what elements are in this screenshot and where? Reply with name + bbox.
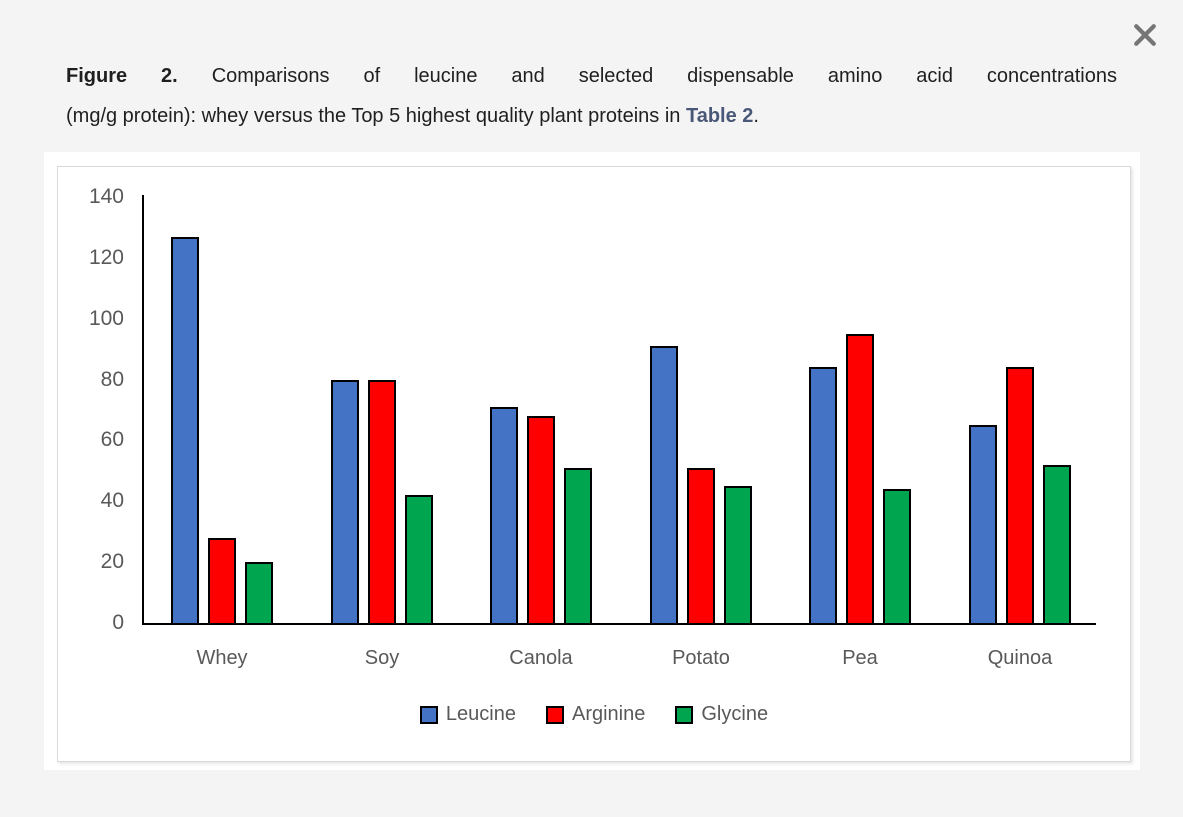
bar-arginine-whey (208, 538, 236, 625)
bar-leucine-whey (171, 237, 199, 625)
x-axis-label-whey: Whey (196, 647, 248, 669)
y-tick-label: 0 (112, 611, 124, 634)
caption-suffix: . (753, 105, 759, 127)
figure-caption: Figure 2. Comparisons of leucine and sel… (66, 56, 1117, 136)
bar-glycine-soy (405, 495, 433, 625)
close-button[interactable] (1124, 14, 1166, 56)
bar-arginine-canola (527, 416, 555, 625)
bar-glycine-quinoa (1043, 465, 1071, 625)
legend-label-arginine: Arginine (571, 703, 646, 725)
legend-swatch-glycine (675, 705, 694, 724)
table-2-link[interactable]: Table 2 (685, 105, 754, 127)
caption-line-1: Figure 2. Comparisons of leucine and sel… (66, 56, 1117, 96)
bar-leucine-canola (490, 407, 518, 625)
caption-line1-text: Comparisons of leucine and selected disp… (211, 65, 1117, 87)
bar-leucine-pea (809, 367, 837, 625)
y-axis-line (142, 195, 144, 625)
x-axis-line (142, 623, 1096, 625)
x-axis-label-pea: Pea (842, 647, 878, 669)
y-tick-label: 80 (100, 368, 124, 391)
bar-chart: 0 20 40 60 80 100 120 140 Whey Soy Canola Potato Pea… (57, 166, 1131, 762)
bar-leucine-soy (331, 380, 359, 625)
y-tick-label: 20 (100, 550, 124, 573)
bar-glycine-canola (564, 468, 592, 625)
bar-glycine-potato (724, 486, 752, 625)
bar-arginine-potato (687, 468, 715, 625)
bar-arginine-soy (368, 380, 396, 625)
x-axis-label-soy: Soy (364, 647, 400, 669)
bar-leucine-potato (650, 346, 678, 625)
y-tick-label: 40 (100, 489, 124, 512)
bar-glycine-whey (245, 562, 273, 625)
chart-legend: Leucine Arginine Glycine (58, 703, 1130, 726)
caption-line-2: (mg/g protein): whey versus the Top 5 hi… (66, 96, 1117, 136)
bar-leucine-quinoa (969, 425, 997, 625)
legend-swatch-arginine (545, 705, 564, 724)
x-axis-label-potato: Potato (672, 647, 730, 669)
bar-arginine-pea (846, 334, 874, 625)
caption-line2-text: (mg/g protein): whey versus the Top 5 hi… (66, 105, 686, 127)
caption-figure-label: Figure 2. (66, 65, 178, 87)
figure-panel: 0 20 40 60 80 100 120 140 Whey Soy Canola Potato Pea… (44, 152, 1140, 770)
legend-item-glycine: Glycine (675, 703, 768, 726)
legend-item-leucine: Leucine (419, 703, 516, 726)
x-axis-label-canola: Canola (509, 647, 573, 669)
bar-arginine-quinoa (1006, 367, 1034, 625)
y-tick-label: 140 (88, 185, 124, 208)
legend-item-arginine: Arginine (545, 703, 646, 726)
plot-area: 0 20 40 60 80 100 120 140 Whey Soy Canola Potato Pea… (58, 167, 1130, 761)
close-icon (1134, 24, 1156, 46)
legend-label-leucine: Leucine (445, 703, 516, 725)
legend-swatch-leucine (419, 705, 438, 724)
legend-label-glycine: Glycine (701, 703, 769, 725)
bar-glycine-pea (883, 489, 911, 625)
y-tick-label: 120 (88, 246, 124, 269)
y-tick-label: 100 (88, 307, 124, 330)
y-tick-label: 60 (100, 428, 124, 451)
x-axis-label-quinoa: Quinoa (987, 647, 1053, 669)
